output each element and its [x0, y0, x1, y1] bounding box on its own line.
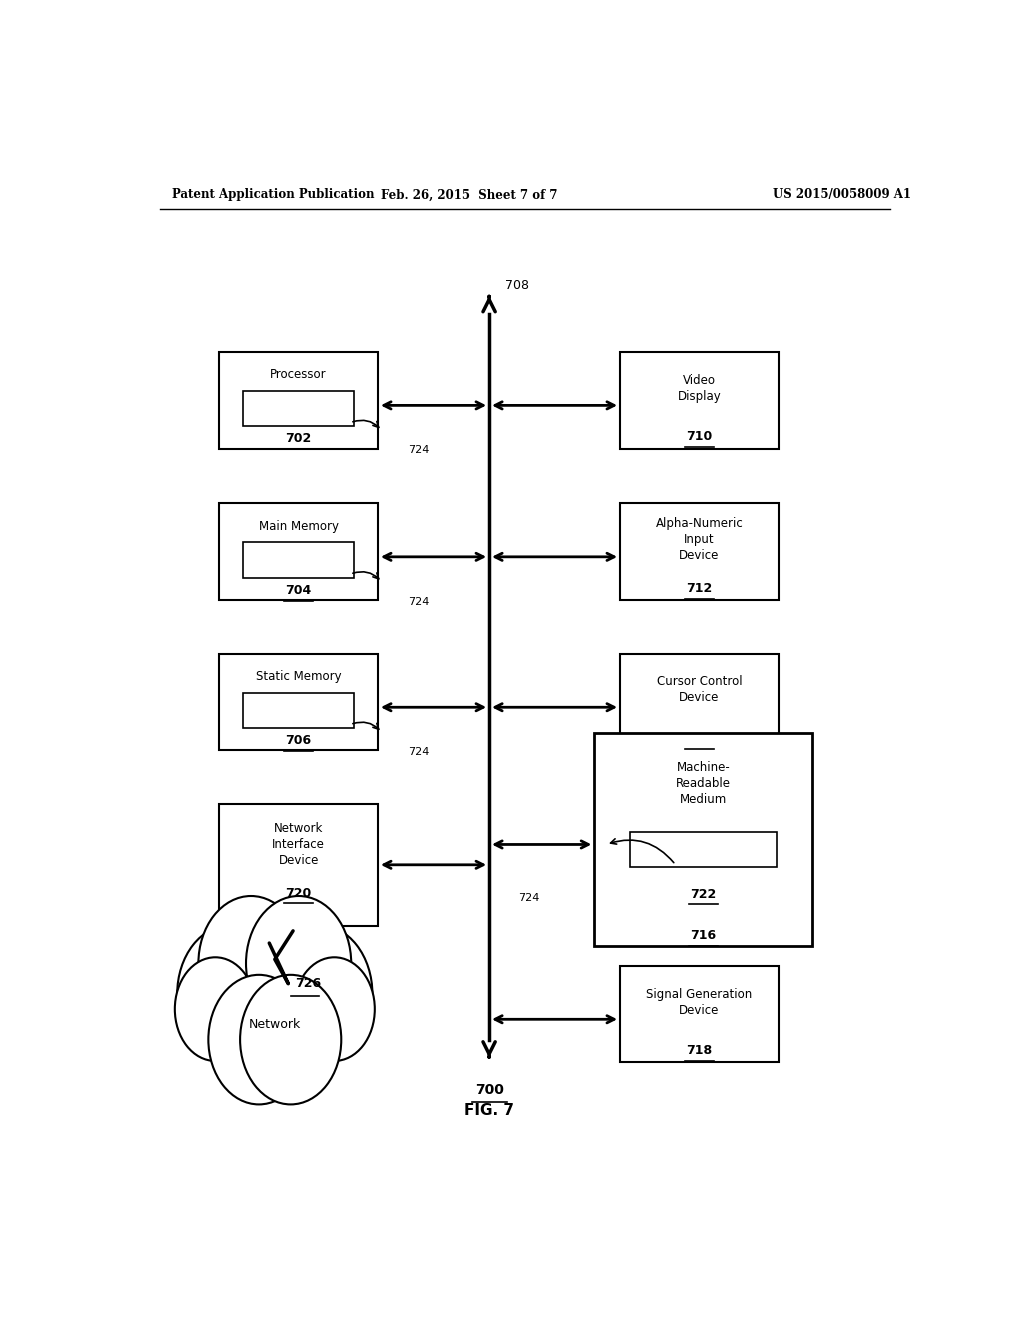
Text: 724: 724 [518, 894, 540, 903]
Text: 720: 720 [286, 887, 311, 900]
Text: 702: 702 [286, 433, 311, 445]
Circle shape [264, 925, 373, 1063]
Text: 724: 724 [408, 597, 429, 607]
Text: 714: 714 [686, 733, 713, 746]
Text: 710: 710 [686, 430, 713, 444]
Text: Feb. 26, 2015  Sheet 7 of 7: Feb. 26, 2015 Sheet 7 of 7 [381, 189, 557, 202]
Circle shape [246, 896, 351, 1031]
Circle shape [199, 896, 304, 1031]
Text: Machine-
Readable
Medium: Machine- Readable Medium [676, 762, 731, 807]
Text: Network: Network [249, 1018, 301, 1031]
Circle shape [204, 913, 346, 1094]
Text: Cursor Control
Device: Cursor Control Device [656, 676, 742, 705]
Text: Patent Application Publication: Patent Application Publication [172, 189, 374, 202]
Text: Instructions: Instructions [268, 404, 330, 413]
Circle shape [240, 975, 341, 1105]
Text: Instructions: Instructions [268, 554, 330, 565]
Bar [620, 352, 778, 449]
Text: 724: 724 [408, 747, 429, 756]
Text: Instructions: Instructions [673, 845, 734, 854]
Circle shape [175, 957, 256, 1061]
Circle shape [177, 925, 285, 1063]
Text: 722: 722 [690, 888, 717, 900]
Text: US 2015/0058009 A1: US 2015/0058009 A1 [773, 189, 911, 202]
Bar [219, 352, 378, 449]
Text: 716: 716 [690, 929, 717, 942]
Text: Signal Generation
Device: Signal Generation Device [646, 987, 753, 1016]
Text: 726: 726 [295, 977, 321, 990]
Bar [243, 693, 354, 729]
Bar [630, 832, 777, 867]
Text: 724: 724 [408, 445, 429, 455]
Bar [620, 966, 778, 1063]
Text: Video
Display: Video Display [678, 374, 721, 403]
Bar [594, 733, 812, 946]
Text: 704: 704 [286, 583, 311, 597]
Text: FIG. 7: FIG. 7 [464, 1104, 514, 1118]
Text: 718: 718 [686, 1044, 713, 1057]
Circle shape [208, 975, 309, 1105]
Text: 708: 708 [505, 279, 529, 292]
Text: Network
Interface
Device: Network Interface Device [272, 822, 325, 867]
Bar [219, 503, 378, 601]
Bar [620, 653, 778, 751]
Text: 706: 706 [286, 734, 311, 747]
Text: 700: 700 [475, 1084, 504, 1097]
Circle shape [294, 957, 375, 1061]
Text: Static Memory: Static Memory [256, 671, 341, 684]
Text: Main Memory: Main Memory [259, 520, 339, 533]
Text: Alpha-Numeric
Input
Device: Alpha-Numeric Input Device [655, 517, 743, 562]
Text: Instructions: Instructions [268, 705, 330, 715]
Bar [243, 391, 354, 426]
Text: 712: 712 [686, 582, 713, 595]
Text: Processor: Processor [270, 368, 327, 381]
Bar [620, 503, 778, 601]
Bar [219, 653, 378, 751]
Bar [219, 804, 378, 925]
Bar [243, 543, 354, 578]
